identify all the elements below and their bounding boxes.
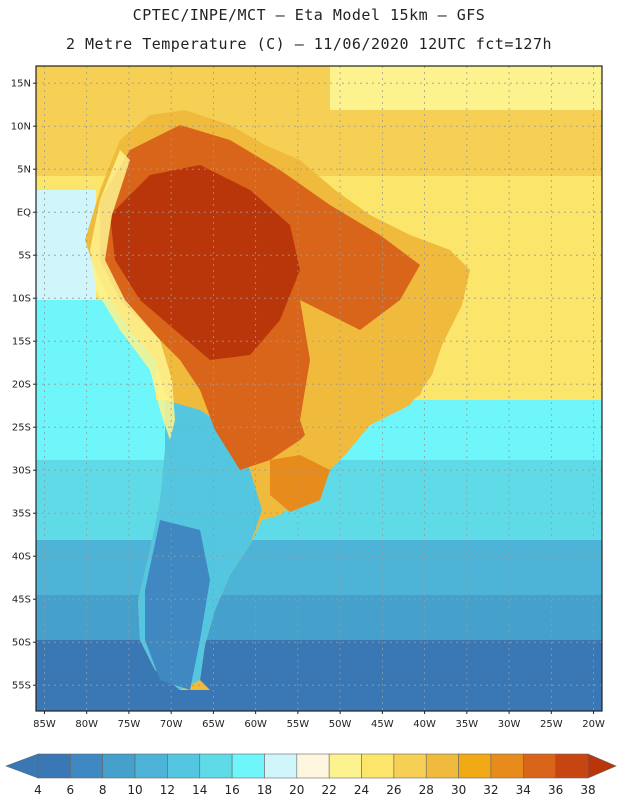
lat-label: 15S: [12, 337, 31, 348]
atlantic-coast-warm: [300, 300, 440, 450]
lon-label: 60W: [244, 719, 267, 730]
colorbar-cell: [70, 753, 104, 779]
lat-label: 55S: [12, 681, 31, 692]
colorbar-cell: [458, 753, 492, 779]
lon-label: 20W: [582, 719, 605, 730]
colorbar-cell: [328, 753, 362, 779]
patagonia-cold-land: [145, 520, 210, 690]
lon-label: 65W: [202, 719, 225, 730]
colorbar-cell: [522, 753, 556, 779]
colorbar-label: 22: [322, 783, 337, 797]
colorbar-cell: [555, 753, 589, 779]
lat-label: 45S: [12, 595, 31, 606]
colorbar-cell: [231, 753, 265, 779]
colorbar-cell: [361, 753, 395, 779]
colorbar-cell: [134, 753, 168, 779]
map-frame: [35, 65, 603, 712]
colorbar-label: 14: [192, 783, 207, 797]
lat-label: 5N: [17, 165, 31, 176]
lat-label: 25S: [12, 423, 31, 434]
colorbar-cell: [37, 753, 71, 779]
colorbar-cell: [393, 753, 427, 779]
lon-label: 70W: [160, 719, 183, 730]
lat-lon-grid: [36, 66, 602, 711]
colorbar-label: 4: [34, 783, 42, 797]
lat-label: 50S: [12, 638, 31, 649]
ocean-cold-band: [36, 595, 602, 645]
lat-label: 5S: [18, 251, 31, 262]
colorbar-high-arrow: [587, 753, 617, 779]
colorbar-label: 28: [419, 783, 434, 797]
colorbar-label: 26: [386, 783, 401, 797]
temperature-field: [36, 66, 602, 711]
colorbar-cell: [264, 753, 298, 779]
lon-label: 30W: [498, 719, 521, 730]
colorbar-label: 8: [99, 783, 107, 797]
uruguay-region: [270, 455, 330, 512]
lon-label: 25W: [540, 719, 563, 730]
lon-label: 50W: [329, 719, 352, 730]
lat-label: 35S: [12, 509, 31, 520]
colorbar-cell: [425, 753, 459, 779]
colorbar-label: 30: [451, 783, 466, 797]
hottest-core: [110, 165, 300, 360]
colorbar-cell: [167, 753, 201, 779]
lon-label: 45W: [371, 719, 394, 730]
colorbar-cell: [102, 753, 136, 779]
ocean-atlantic-north: [330, 66, 602, 110]
colorbar-label: 36: [548, 783, 563, 797]
colorbar-label: 12: [160, 783, 175, 797]
colorbar-labels: 4 6 8 10 12 14 16 18 20 22 24 26 28 30 32 34 36 38: [34, 783, 595, 797]
colorbar-low-arrow: [5, 753, 39, 779]
map-subtitle: 2 Metre Temperature (C) – 11/06/2020 12U…: [65, 35, 553, 53]
colorbar-label: 6: [67, 783, 75, 797]
ocean-cool-band: [36, 540, 602, 600]
lat-label: EQ: [17, 208, 31, 219]
lat-label: 10N: [11, 122, 31, 133]
lon-label: 40W: [413, 719, 436, 730]
lon-label: 85W: [33, 719, 56, 730]
lat-label: 10S: [12, 294, 31, 305]
latitude-labels: 15N 10N 5N EQ 5S 10S 15S 20S 25S 30S 35S 40S 45S 50S 5…: [11, 79, 36, 692]
colorbar-label: 16: [224, 783, 239, 797]
colorbar-cell: [199, 753, 233, 779]
lat-label: 20S: [12, 380, 31, 391]
lat-label: 15N: [11, 79, 31, 90]
colorbar-cell: [490, 753, 524, 779]
lat-label: 30S: [12, 466, 31, 477]
colorbar-label: 24: [354, 783, 369, 797]
colorbar-cell: [296, 753, 330, 779]
colorbar-label: 32: [483, 783, 498, 797]
lon-label: 80W: [75, 719, 98, 730]
lat-label: 40S: [12, 552, 31, 563]
longitude-labels: 85W 80W 75W 70W 65W 60W 55W 50W 45W 40W 35W 30W 25W 2…: [33, 711, 605, 730]
lon-label: 55W: [287, 719, 310, 730]
andes-cool-strip: [90, 150, 175, 440]
colorbar-label: 10: [127, 783, 142, 797]
lon-label: 35W: [456, 719, 479, 730]
colorbar-label: 20: [289, 783, 304, 797]
lon-label: 75W: [118, 719, 141, 730]
colorbar-label: 18: [257, 783, 272, 797]
ocean-coldest-band: [36, 640, 602, 711]
colorbar-label: 34: [516, 783, 531, 797]
map-title: CPTEC/INPE/MCT – Eta Model 15km – GFS: [132, 6, 486, 24]
colorbar-label: 38: [580, 783, 595, 797]
